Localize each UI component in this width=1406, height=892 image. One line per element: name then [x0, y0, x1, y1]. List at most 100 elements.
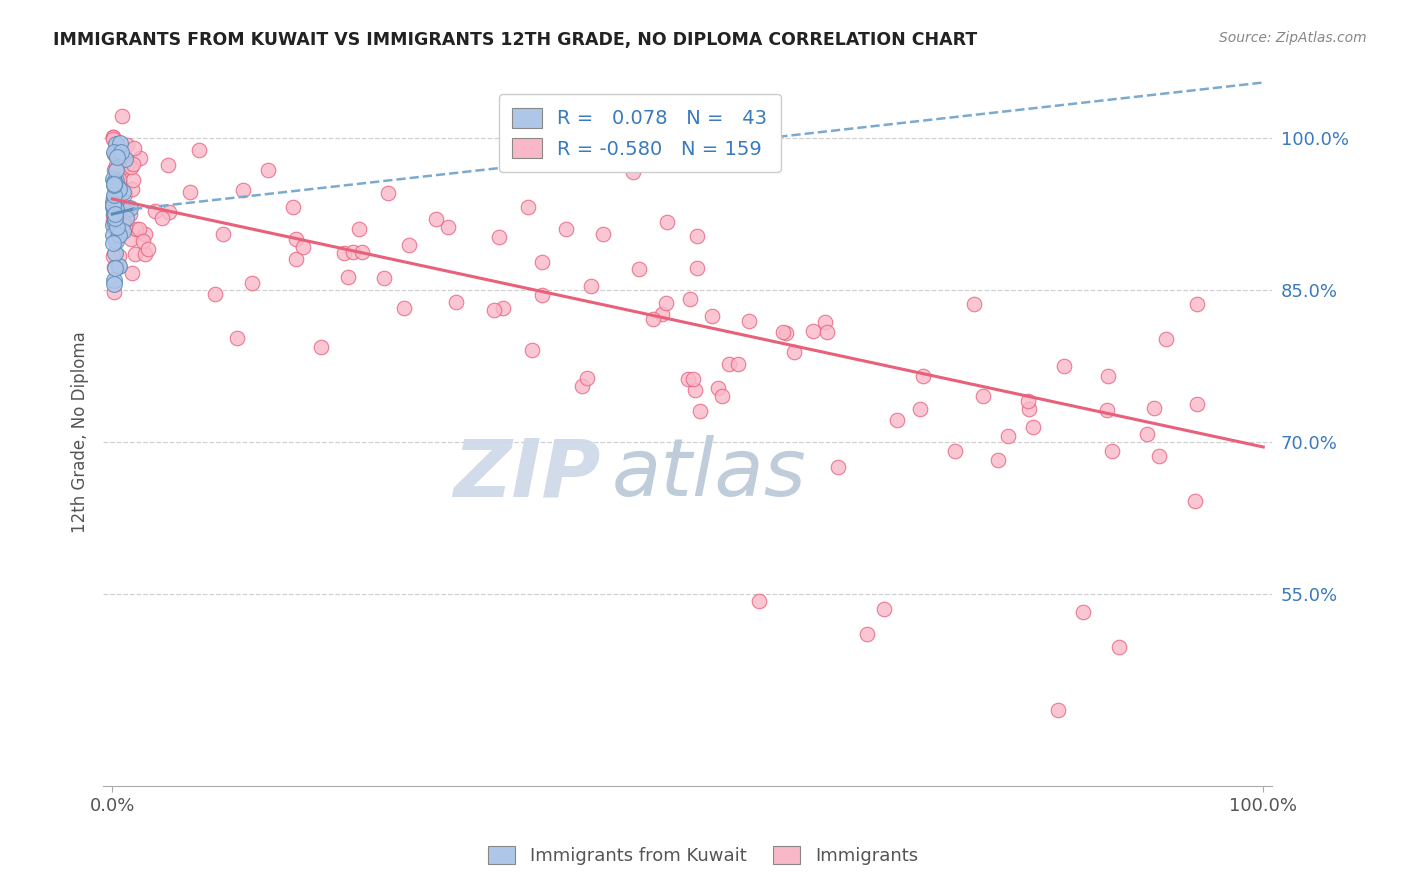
Point: [815, 326, 838, 340]
Point: [337, 270, 360, 285]
Point: [398, 237, 420, 252]
Point: [284, 252, 307, 266]
Point: [121, 157, 143, 171]
Point: [1185, 397, 1208, 411]
Point: [1047, 703, 1070, 717]
Point: [104, 234, 127, 248]
Point: [678, 372, 700, 386]
Point: [1143, 401, 1166, 415]
Point: [107, 227, 129, 242]
Point: [120, 160, 142, 174]
Point: [679, 292, 702, 306]
Point: [101, 194, 124, 209]
Point: [827, 459, 849, 474]
Point: [856, 627, 879, 641]
Point: [129, 151, 152, 165]
Point: [727, 357, 749, 371]
Text: IMMIGRANTS FROM KUWAIT VS IMMIGRANTS 12TH GRADE, NO DIPLOMA CORRELATION CHART: IMMIGRANTS FROM KUWAIT VS IMMIGRANTS 12T…: [53, 31, 977, 49]
Point: [911, 369, 934, 384]
Point: [686, 228, 709, 243]
Point: [1017, 394, 1039, 409]
Point: [1101, 444, 1123, 458]
Point: [111, 110, 134, 124]
Point: [103, 209, 125, 223]
Point: [492, 301, 515, 315]
Point: [105, 206, 128, 220]
Point: [105, 145, 128, 160]
Point: [107, 259, 129, 273]
Point: [108, 136, 131, 150]
Point: [488, 230, 510, 244]
Point: [128, 222, 150, 236]
Point: [120, 232, 142, 246]
Point: [711, 389, 734, 403]
Point: [103, 175, 125, 189]
Point: [143, 203, 166, 218]
Point: [104, 206, 127, 220]
Point: [103, 197, 125, 211]
Point: [157, 159, 180, 173]
Point: [700, 309, 723, 323]
Point: [103, 171, 125, 186]
Point: [689, 404, 711, 418]
Point: [118, 201, 141, 215]
Point: [115, 203, 138, 218]
Point: [107, 221, 129, 235]
Point: [333, 246, 356, 260]
Point: [655, 296, 678, 310]
Point: [107, 144, 129, 158]
Point: [121, 266, 143, 280]
Point: [104, 176, 127, 190]
Point: [571, 379, 593, 393]
Point: [997, 429, 1019, 443]
Point: [104, 260, 127, 275]
Y-axis label: 12th Grade, No Diploma: 12th Grade, No Diploma: [72, 331, 89, 533]
Point: [112, 224, 135, 238]
Point: [347, 222, 370, 236]
Point: [225, 331, 247, 345]
Point: [107, 219, 129, 234]
Point: [110, 205, 132, 219]
Point: [1136, 426, 1159, 441]
Point: [943, 443, 966, 458]
Point: [103, 191, 125, 205]
Point: [482, 303, 505, 318]
Point: [1053, 359, 1076, 374]
Point: [101, 200, 124, 214]
Point: [240, 276, 263, 290]
Point: [987, 452, 1010, 467]
Point: [963, 297, 986, 311]
Point: [114, 152, 136, 166]
Point: [114, 204, 136, 219]
Point: [111, 211, 134, 226]
Text: ZIP: ZIP: [453, 435, 600, 513]
Point: [103, 129, 125, 144]
Point: [103, 202, 125, 217]
Point: [110, 161, 132, 175]
Point: [972, 389, 994, 403]
Point: [122, 141, 145, 155]
Point: [101, 198, 124, 212]
Point: [103, 163, 125, 178]
Point: [1185, 297, 1208, 311]
Point: [627, 262, 650, 277]
Point: [516, 200, 538, 214]
Point: [621, 165, 644, 179]
Point: [257, 163, 280, 178]
Point: [118, 156, 141, 170]
Point: [104, 162, 127, 177]
Point: [114, 187, 136, 202]
Point: [103, 130, 125, 145]
Point: [520, 343, 543, 357]
Point: [592, 227, 614, 241]
Point: [103, 249, 125, 263]
Point: [150, 211, 173, 226]
Point: [309, 340, 332, 354]
Point: [103, 131, 125, 145]
Point: [103, 260, 125, 275]
Point: [285, 232, 308, 246]
Point: [204, 286, 226, 301]
Point: [104, 174, 127, 188]
Point: [108, 249, 131, 263]
Point: [157, 205, 180, 219]
